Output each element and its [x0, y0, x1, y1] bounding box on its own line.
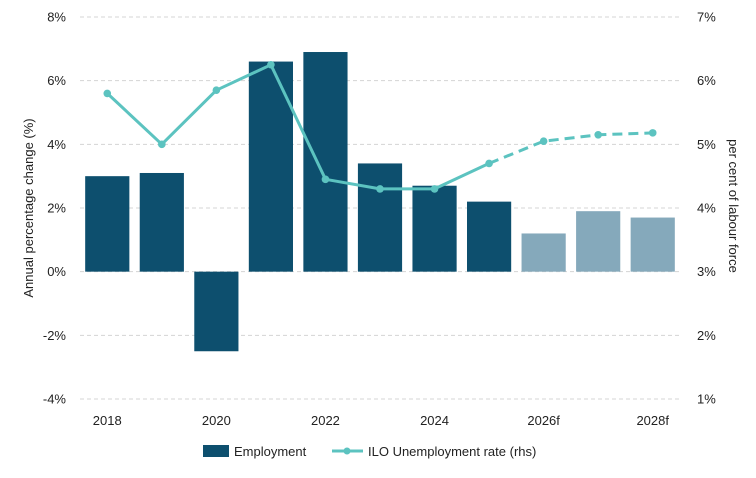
unemployment-point	[539, 137, 548, 145]
x-axis-ticks: 2018 2020 2022 2024 2026f 2028f	[93, 413, 670, 428]
y-tick-label-left: -2%	[43, 328, 67, 343]
employment-bar	[303, 52, 348, 272]
unemployment-point	[158, 140, 166, 149]
y-axis-title-right: per cent of labour force	[726, 139, 741, 273]
unemployment-point	[594, 130, 602, 139]
unemployment-point	[376, 185, 384, 193]
x-tick-label: 2024	[420, 413, 449, 428]
y-tick-label-left: 6%	[47, 73, 66, 88]
x-tick-label: 2018	[93, 413, 122, 428]
y-tick-label-left: 4%	[47, 137, 66, 152]
x-tick-label: 2026f	[527, 413, 560, 428]
legend-marker-unemployment	[343, 447, 351, 455]
unemployment-point	[430, 185, 439, 193]
y-tick-label-right: 2%	[697, 328, 716, 343]
unemployment-point	[267, 60, 275, 69]
unemployment-point	[485, 159, 493, 168]
y-tick-label-right: 3%	[697, 264, 716, 279]
y-axis-title-left: Annual percentage change (%)	[21, 118, 36, 297]
y-tick-label-right: 4%	[697, 201, 716, 216]
y-tick-label-right: 5%	[697, 137, 716, 152]
unemployment-line-actual	[106, 63, 490, 191]
employment-bars	[85, 52, 675, 352]
employment-bar	[248, 61, 293, 272]
y-tick-label-right: 7%	[697, 10, 716, 25]
left-axis-ticks: -4% -2% 0% 2% 4% 6% 8%	[43, 10, 67, 407]
unemployment-point	[103, 89, 112, 98]
y-tick-label-left: 0%	[47, 264, 66, 279]
legend-swatch-employment	[203, 445, 229, 457]
employment-bar	[630, 217, 675, 272]
y-tick-label-left: 8%	[47, 10, 66, 25]
y-tick-label-left: -4%	[43, 392, 67, 407]
right-axis-ticks: 1% 2% 3% 4% 5% 6% 7%	[697, 10, 716, 407]
legend: Employment ILO Unemployment rate (rhs)	[203, 444, 536, 459]
x-tick-label: 2022	[311, 413, 340, 428]
unemployment-line-forecast	[488, 131, 653, 165]
employment-bar	[412, 185, 457, 272]
employment-bar	[194, 271, 239, 352]
legend-label-employment: Employment	[234, 444, 307, 459]
x-tick-label: 2020	[202, 413, 231, 428]
legend-label-unemployment: ILO Unemployment rate (rhs)	[368, 444, 536, 459]
employment-bar	[521, 233, 566, 272]
y-tick-label-right: 1%	[697, 392, 716, 407]
unemployment-point	[212, 86, 221, 95]
y-tick-label-left: 2%	[47, 201, 66, 216]
employment-bar	[139, 172, 184, 272]
employment-bar	[576, 211, 621, 272]
employment-bar	[357, 163, 403, 272]
y-tick-label-right: 6%	[697, 73, 716, 88]
employment-bar	[85, 176, 130, 272]
unemployment-line	[103, 60, 657, 193]
x-tick-label: 2028f	[636, 413, 669, 428]
unemployment-point	[648, 129, 657, 137]
employment-bar	[467, 201, 512, 272]
unemployment-point	[321, 175, 330, 184]
